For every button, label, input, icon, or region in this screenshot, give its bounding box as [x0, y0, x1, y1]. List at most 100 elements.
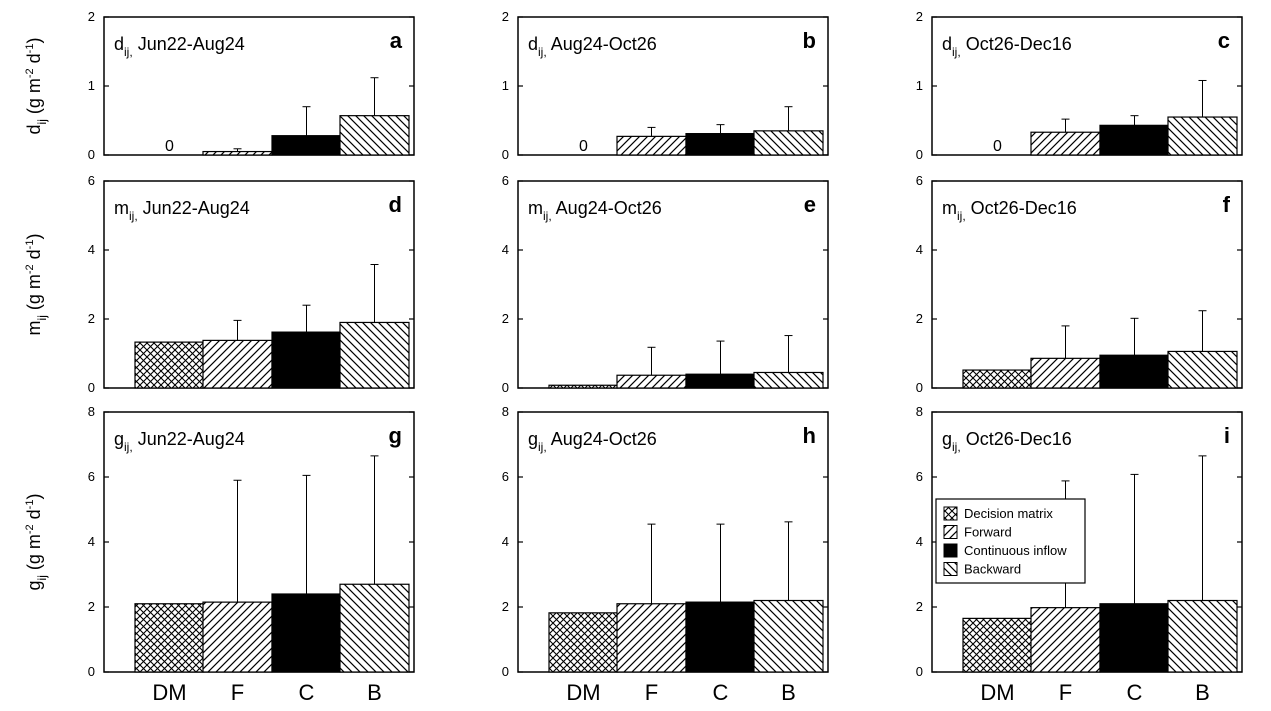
panel-title: dij, Aug24-Oct26	[528, 34, 657, 59]
bar-F	[1030, 357, 1101, 389]
y-tick-label: 6	[502, 469, 509, 484]
y-tick-label: 2	[916, 599, 923, 614]
bar-DM	[134, 341, 205, 389]
bar-B	[753, 599, 824, 673]
panel-title: mij, Aug24-Oct26	[528, 198, 662, 223]
title-variable: g	[114, 429, 124, 449]
title-period: Jun22-Aug24	[133, 429, 245, 449]
title-variable: d	[528, 34, 538, 54]
title-subscript: ij,	[538, 45, 547, 59]
title-period: Aug24-Oct26	[547, 34, 657, 54]
y-tick-label: 0	[88, 664, 95, 679]
y-tick-label: 2	[916, 311, 923, 326]
y-label-unit: )	[24, 494, 44, 500]
panel-letter: i	[1224, 423, 1230, 448]
panel-c: 0 1 2 0 dij, Oct26-Dec16 c	[916, 9, 1243, 162]
y-label-main: d	[24, 124, 44, 134]
title-period: Aug24-Oct26	[552, 198, 662, 218]
bar-C	[271, 135, 342, 156]
zero-value-label: 0	[579, 138, 588, 155]
panel-letter: e	[804, 192, 816, 217]
bar-B	[339, 321, 410, 389]
title-period: Jun22-Aug24	[138, 198, 250, 218]
y-tick-label: 0	[502, 380, 509, 395]
bar-B	[1167, 350, 1238, 389]
category-label-B: B	[781, 680, 796, 705]
y-tick-label: 1	[502, 78, 509, 93]
bar-F	[616, 374, 687, 389]
title-subscript: ij,	[952, 440, 961, 454]
legend-label-C: Continuous inflow	[964, 543, 1067, 558]
legend-swatch-C	[943, 543, 958, 558]
title-variable: m	[942, 198, 957, 218]
bar-C	[1099, 354, 1170, 389]
y-tick-label: 4	[502, 534, 509, 549]
bar-F	[1030, 131, 1101, 156]
y-tick-label: 4	[916, 242, 923, 257]
y-tick-label: 0	[916, 380, 923, 395]
title-subscript: ij,	[129, 209, 138, 223]
zero-value-label: 0	[165, 138, 174, 155]
bar-F	[1030, 607, 1101, 673]
bar-F	[202, 601, 273, 673]
title-subscript: ij,	[543, 209, 552, 223]
category-label-F: F	[231, 680, 244, 705]
legend-label-F: Forward	[964, 525, 1012, 540]
panel-h: 0 2 4 6 8 gij, Aug24-Oct26 h	[502, 404, 829, 679]
y-label-unit: )	[24, 234, 44, 240]
title-variable: m	[528, 198, 543, 218]
bar-F	[202, 150, 273, 156]
y-tick-label: 0	[88, 147, 95, 162]
title-period: Aug24-Oct26	[547, 429, 657, 449]
y-tick-label: 1	[88, 78, 95, 93]
title-period: Oct26-Dec16	[961, 429, 1072, 449]
y-tick-label: 0	[916, 664, 923, 679]
bar-F	[616, 603, 687, 673]
title-subscript: ij,	[124, 440, 133, 454]
y-tick-label: 0	[502, 147, 509, 162]
y-tick-label: 2	[502, 311, 509, 326]
category-label-F: F	[1059, 680, 1072, 705]
panel-letter: c	[1218, 28, 1230, 53]
y-axis-label-m: mij (g m-2 d-1)	[24, 234, 49, 336]
y-tick-label: 6	[916, 173, 923, 188]
title-subscript: ij,	[124, 45, 133, 59]
y-tick-label: 8	[88, 404, 95, 419]
panel-title: gij, Aug24-Oct26	[528, 429, 657, 454]
y-tick-label: 4	[502, 242, 509, 257]
bar-DM	[548, 384, 619, 389]
zero-value-label: 0	[993, 138, 1002, 155]
y-axis-label-g: gij (g m-2 d-1)	[24, 494, 49, 591]
bar-DM	[548, 612, 619, 673]
bar-B	[753, 130, 824, 156]
y-label-subscript: ij	[35, 315, 49, 320]
y-tick-label: 6	[88, 469, 95, 484]
y-tick-label: 8	[916, 404, 923, 419]
title-variable: g	[528, 429, 538, 449]
y-axis-labels-layer: dij (g m-2 d-1)mij (g m-2 d-1)gij (g m-2…	[24, 38, 49, 591]
y-label-superscript: -2	[24, 68, 36, 78]
bar-C	[685, 601, 756, 673]
y-tick-label: 0	[88, 380, 95, 395]
bar-F	[616, 135, 687, 156]
bar-B	[1167, 116, 1238, 156]
y-label-subscript: ij	[35, 119, 49, 124]
category-label-C: C	[1127, 680, 1143, 705]
y-label-main: g	[24, 580, 44, 590]
y-tick-label: 4	[88, 242, 95, 257]
y-tick-label: 1	[916, 78, 923, 93]
legend-swatch-B	[943, 562, 958, 576]
y-label-superscript: -1	[24, 44, 36, 54]
panel-letter: g	[389, 423, 402, 448]
y-tick-label: 6	[88, 173, 95, 188]
panel-i: 0 2 4 6 8 gij, Oct26-Dec16 i	[916, 404, 1243, 679]
bar-C	[271, 331, 342, 389]
bar-C	[1099, 603, 1170, 673]
y-tick-label: 0	[502, 664, 509, 679]
legend: Decision matrix Forward Continuous inflow B…	[935, 498, 1086, 584]
category-label-DM: DM	[152, 680, 186, 705]
y-label-unit: (g m	[24, 274, 44, 315]
category-labels-layer: DM F C B DM F C B DM F C B	[152, 680, 1209, 705]
